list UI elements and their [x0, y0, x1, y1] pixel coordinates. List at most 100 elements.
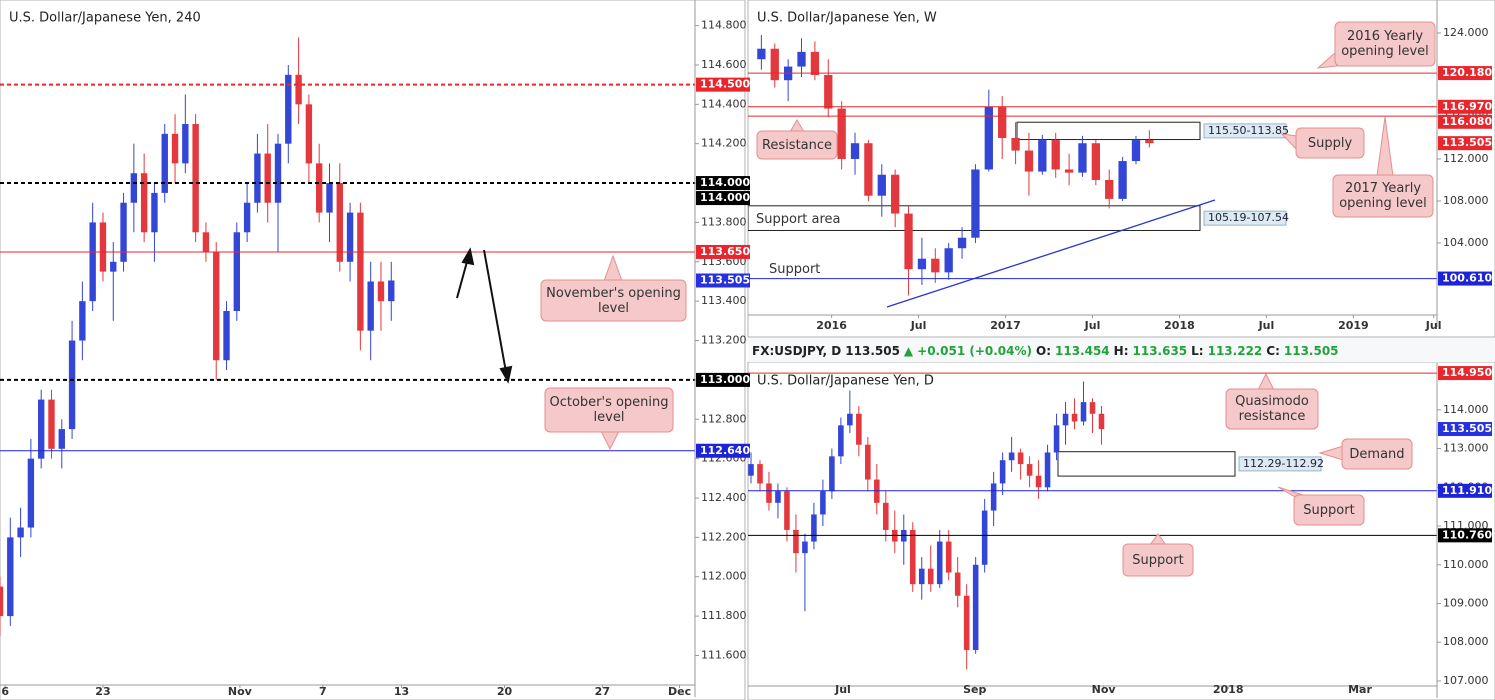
candle-body	[1091, 143, 1100, 180]
candle-body	[757, 48, 766, 60]
low-value: 113.222	[1207, 344, 1263, 358]
level-label-bg	[1438, 422, 1492, 437]
callout-box	[544, 387, 674, 433]
callout-box	[1332, 174, 1434, 218]
y-tick-label: 113.400	[701, 294, 747, 307]
x-tick-label: Jul	[1084, 319, 1101, 332]
annotation-text: 2017 Yearly opening level	[1339, 181, 1427, 211]
level-label: 113.505	[1442, 136, 1492, 149]
candle-body	[1008, 452, 1015, 461]
candle-body	[17, 527, 24, 538]
annotation-text: Resistance	[761, 137, 833, 153]
candle-body	[1062, 413, 1069, 426]
x-tick-label: 27	[595, 685, 610, 698]
candle-body	[1017, 452, 1024, 465]
candle-body	[748, 464, 754, 476]
candle-body	[824, 74, 833, 109]
callout-box	[1295, 127, 1365, 159]
level-label: 114.950	[1442, 366, 1492, 379]
candle-body	[48, 399, 55, 449]
y-tick-label: 112.800	[701, 412, 747, 425]
candle-body	[784, 491, 790, 530]
y-tick-label: 114.600	[701, 58, 747, 71]
level-label: 114.000	[700, 176, 750, 189]
x-tick-label: Jul	[910, 319, 927, 332]
arrow-line	[483, 249, 507, 373]
plot	[748, 372, 1437, 670]
y-tick-label: 112.400	[701, 491, 747, 504]
annotation: Support	[769, 262, 820, 277]
annotation: 2016 Yearly opening level	[1341, 29, 1429, 59]
x-tick-label: Sep	[963, 683, 986, 696]
candle-body	[891, 174, 900, 214]
candle-body	[213, 251, 220, 361]
callout-box	[756, 130, 838, 160]
candle-body	[927, 568, 934, 585]
candle-body	[7, 537, 14, 617]
y-tick-label: 112.000	[1443, 152, 1489, 165]
zone-label: 105.19-107.54	[1208, 211, 1289, 224]
candle-body	[850, 143, 860, 159]
level-label-bg	[696, 372, 750, 387]
candle-body	[856, 413, 862, 445]
low-label: L:	[1191, 344, 1204, 358]
candle-body	[904, 213, 913, 270]
level-label: 114.500	[700, 78, 750, 91]
level-label: 120.180	[1442, 66, 1492, 79]
open-label: O:	[1036, 344, 1051, 358]
y-tick-label: 109.000	[1443, 597, 1489, 610]
candle-body	[285, 74, 292, 144]
info-bar: FX:USDJPY, D 113.505 ▲ +0.051 (+0.04%) O…	[752, 342, 1339, 360]
candle-body	[909, 529, 916, 585]
zone-label-bg	[1203, 210, 1287, 226]
y-tick-label: 107.000	[1443, 674, 1489, 687]
annotation: Supply	[1308, 136, 1352, 151]
candle-body	[775, 491, 781, 503]
x-tick-label: Jul	[834, 683, 851, 696]
arrows	[456, 199, 1216, 384]
level-label-bg	[1438, 99, 1492, 114]
callout-box	[540, 279, 687, 322]
candle-body	[171, 133, 179, 164]
candle-body	[1026, 464, 1033, 476]
level-label-bg	[696, 244, 750, 259]
candle-body	[766, 483, 772, 503]
candle-body	[1044, 452, 1051, 488]
symbol: FX:USDJPY, D	[752, 344, 842, 358]
callout-box	[1293, 494, 1365, 526]
candle-body	[972, 564, 979, 650]
candle-body	[192, 124, 199, 233]
level-label: 113.000	[700, 373, 750, 386]
x-tick-label: 2017	[990, 319, 1021, 332]
y-tick-label: 110.000	[1443, 558, 1489, 571]
level-label-bg	[1438, 66, 1492, 81]
candle-body	[990, 483, 997, 511]
arrow-line	[456, 257, 469, 299]
y-tick-label: 114.200	[701, 137, 747, 150]
panel: 104.000108.000112.000116.000120.000124.0…	[748, 0, 1492, 332]
level-label-bg	[1438, 528, 1492, 543]
chart-title: U.S. Dollar/Japanese Yen, D	[757, 374, 934, 389]
candle-body	[1105, 179, 1114, 199]
candle-body	[346, 212, 354, 262]
level-label-bg	[696, 273, 750, 288]
chart-title: U.S. Dollar/Japanese Yen, 240	[9, 11, 201, 26]
y-tick-label: 108.000	[1443, 635, 1489, 648]
candle-body	[110, 261, 117, 272]
level-label: 100.610	[1442, 272, 1492, 285]
candle-body	[161, 133, 168, 193]
annotation-text: Support	[1303, 502, 1355, 518]
candle-body	[1051, 140, 1060, 170]
candle-body	[305, 104, 313, 164]
x-tick-label: 20	[497, 685, 513, 698]
candle-body	[1038, 140, 1047, 172]
zone	[1016, 121, 1201, 141]
annotation: November's opening level	[546, 285, 681, 316]
high-value: 113.635	[1132, 344, 1188, 358]
annotation-text: November's opening level	[546, 285, 681, 316]
candle-body	[68, 340, 76, 430]
candle-body	[89, 222, 96, 302]
candle-body	[1131, 140, 1141, 162]
